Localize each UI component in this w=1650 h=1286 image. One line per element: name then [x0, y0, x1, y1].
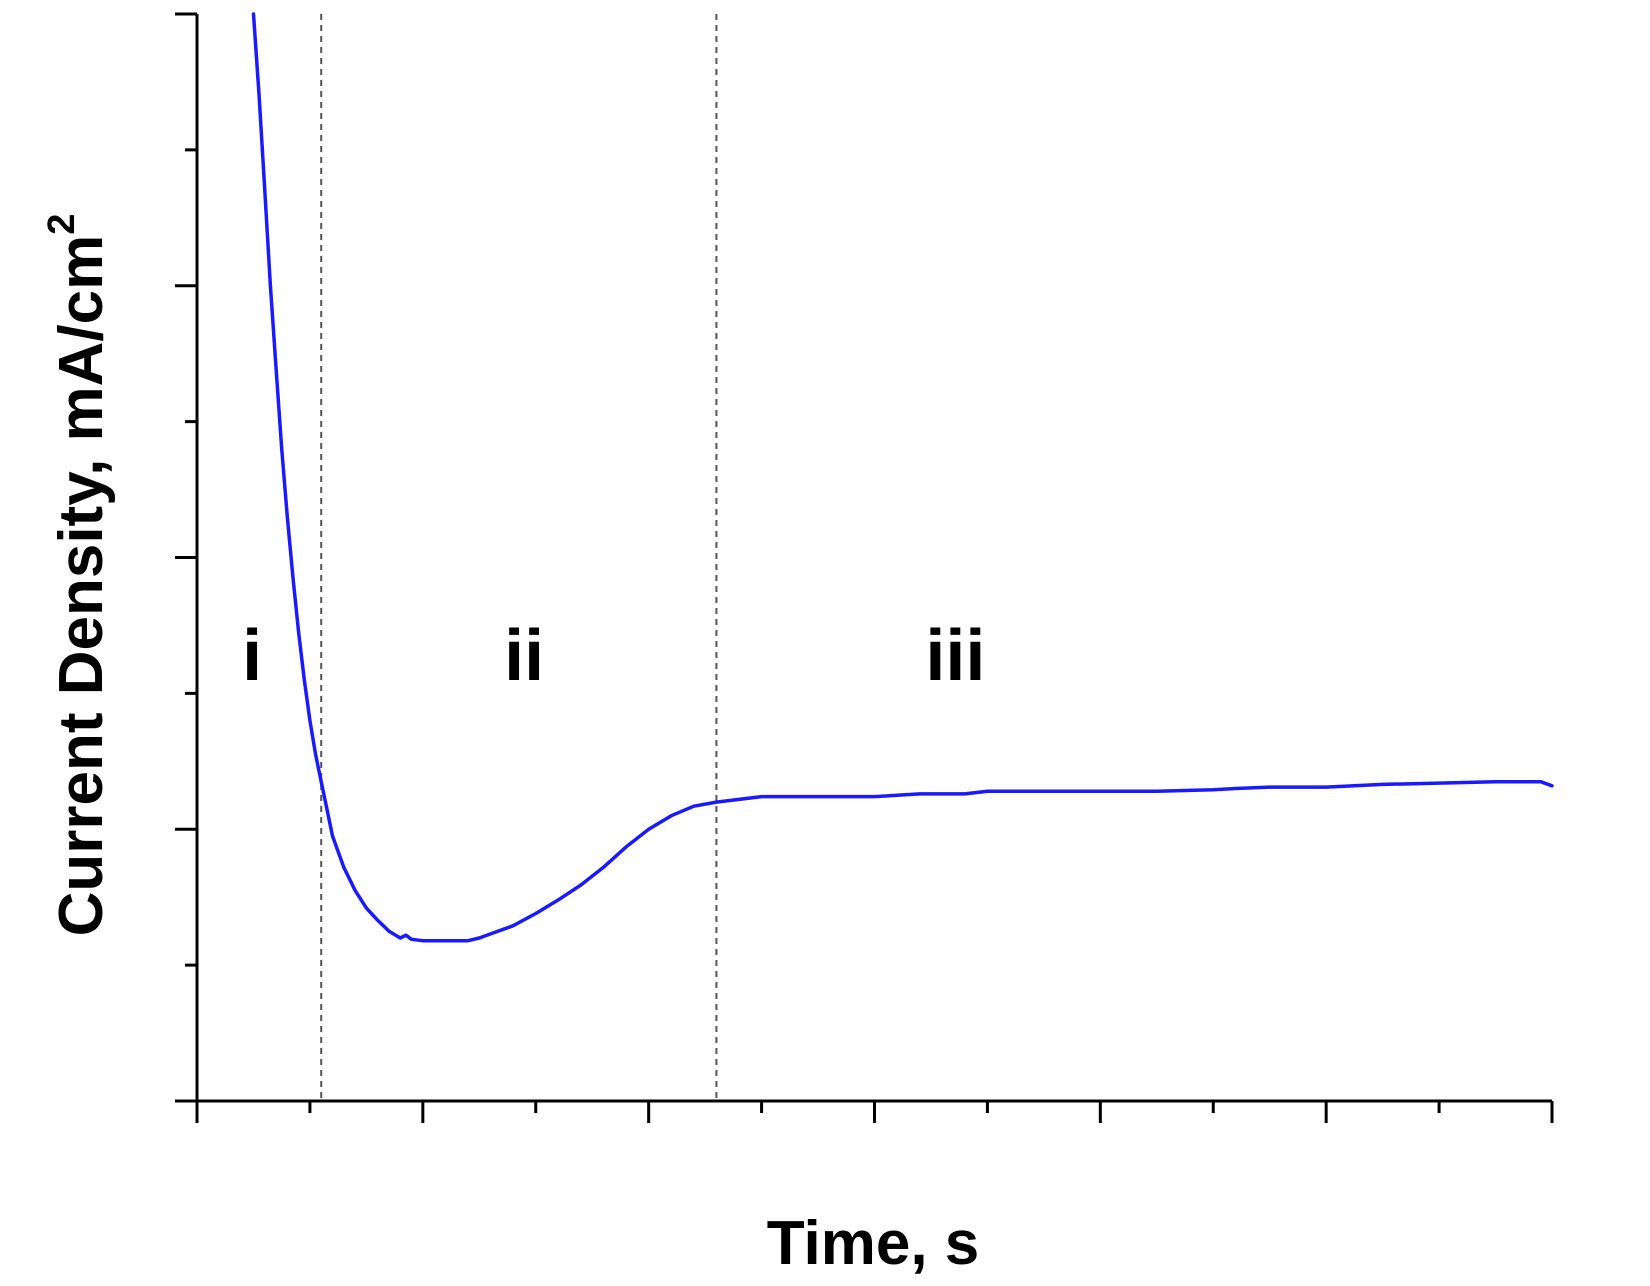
y-axis-title: Current Density, mA/cm2: [41, 214, 116, 937]
region-label-i: i: [242, 616, 262, 696]
x-axis-title: Time, s: [767, 1209, 980, 1278]
tick-marks: [175, 12, 1554, 1123]
y-axis-title-superscript: 2: [41, 214, 83, 235]
region-label-ii: ii: [504, 616, 544, 696]
region-dividers: [320, 14, 718, 1101]
axes: [175, 12, 1554, 1123]
region-label-iii: iii: [925, 616, 985, 696]
region-labels: i ii iii: [242, 616, 985, 696]
current-density-line: [251, 12, 1554, 943]
y-axis-title-text: Current Density, mA/cm: [47, 235, 116, 937]
y-axis-title-group: Current Density, mA/cm2: [41, 214, 116, 937]
